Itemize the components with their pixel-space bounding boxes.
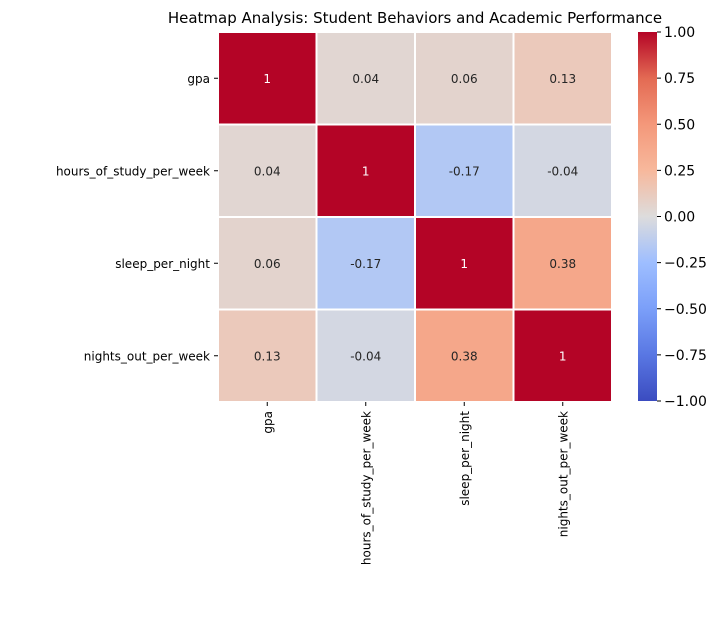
colorbar-ticks: 1.00 0.75 0.50 0.25 0.00 −0.25 −0.50 −0.75 −1.00	[657, 25, 707, 410]
cell-value-label: 0.38	[451, 349, 478, 363]
row-tick-label: gpa	[187, 72, 210, 86]
row-tick-label: sleep_per_night	[115, 257, 210, 271]
heatmap-cell-3-3	[512, 308, 613, 403]
cell-value-label: 0.06	[254, 257, 281, 271]
colorbar-tick-label: 0.25	[664, 163, 695, 179]
row-tick-labels: gpa hours_of_study_per_week sleep_per_nigh…	[56, 72, 218, 363]
colorbar-tick-label: −1.00	[664, 394, 707, 410]
colorbar-tick-label: −0.75	[664, 348, 707, 364]
cell-value-label: 0.13	[254, 349, 281, 363]
cell-value-label: 1	[460, 257, 468, 271]
row-tick-label: hours_of_study_per_week	[56, 164, 210, 178]
cell-value-label: 0.04	[352, 72, 379, 86]
heatmap-cell-3-1	[315, 308, 416, 403]
heatmap-cell-1-1	[315, 123, 416, 218]
cell-value-label: -0.17	[449, 164, 480, 178]
colorbar-tick-label: 1.00	[664, 25, 695, 41]
column-tick-label: nights_out_per_week	[556, 411, 570, 537]
column-tick-label: gpa	[261, 411, 275, 434]
colorbar-tick-label: 0.50	[664, 117, 695, 133]
heatmap-cells: 1 0.04 0.06 0.13 0.04 1 -0.17 -0.04 0.06 -0.17 1 0.…	[217, 31, 613, 403]
cell-value-label: 0.13	[549, 72, 576, 86]
column-tick-label: sleep_per_night	[458, 411, 472, 506]
cell-value-label: 0.38	[549, 257, 576, 271]
cell-value-label: -0.04	[350, 349, 381, 363]
cell-value-label: 1	[559, 349, 567, 363]
heatmap-cell-0-1	[315, 31, 416, 126]
column-tick-labels: gpa hours_of_study_per_week sleep_per_nigh…	[261, 402, 570, 565]
colorbar-tick-label: 0.75	[664, 71, 695, 87]
colorbar: 1.00 0.75 0.50 0.25 0.00 −0.25 −0.50 −0.75 −1.00	[638, 25, 707, 410]
cell-value-label: 1	[263, 72, 271, 86]
heatmap-cell-2-3	[512, 216, 613, 311]
colorbar-tick-label: −0.25	[664, 256, 707, 272]
chart-title: Heatmap Analysis: Student Behaviors and …	[168, 9, 662, 27]
heatmap-cell-2-1	[315, 216, 416, 311]
heatmap-cell-0-2	[414, 31, 515, 126]
cell-value-label: 0.06	[451, 72, 478, 86]
heatmap-cell-1-3	[512, 123, 613, 218]
heatmap-cell-0-0	[217, 31, 318, 126]
cell-value-label: 0.04	[254, 164, 281, 178]
colorbar-tick-label: 0.00	[664, 210, 695, 226]
cell-value-label: 1	[362, 164, 370, 178]
heatmap-cell-0-3	[512, 31, 613, 126]
colorbar-tick-label: −0.50	[664, 302, 707, 318]
column-tick-label: hours_of_study_per_week	[359, 411, 373, 565]
colorbar-gradient	[638, 32, 657, 401]
cell-value-label: -0.04	[547, 164, 578, 178]
row-tick-label: nights_out_per_week	[84, 349, 210, 363]
cell-value-label: -0.17	[350, 257, 381, 271]
